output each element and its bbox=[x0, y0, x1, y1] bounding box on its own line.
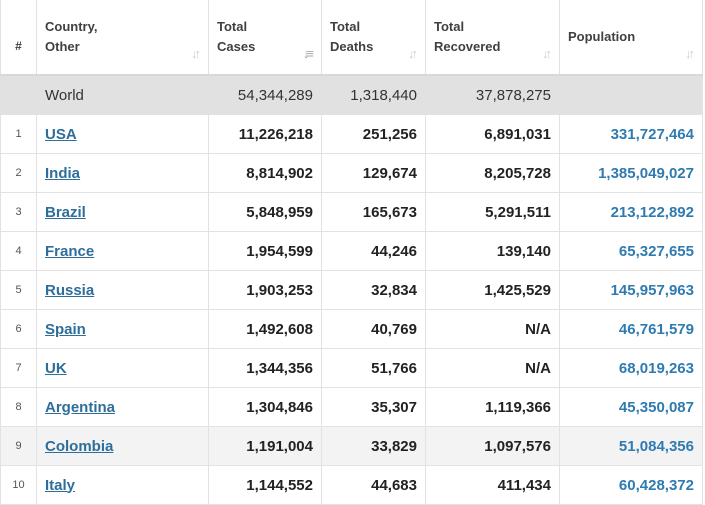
table-row: 1 USA 11,226,218 251,256 6,891,031 331,7… bbox=[0, 114, 703, 154]
sort-descending-icon[interactable]: ↓≡ bbox=[302, 46, 314, 61]
sort-icon[interactable]: ↓↑ bbox=[191, 46, 201, 61]
population-cell: 60,428,372 bbox=[559, 465, 703, 505]
total-deaths-cell: 44,246 bbox=[321, 231, 426, 271]
total-cases-cell: 1,144,552 bbox=[208, 465, 322, 505]
country-link[interactable]: Argentina bbox=[45, 398, 116, 416]
cases-header-label-2: Cases bbox=[217, 39, 256, 54]
country-link[interactable]: India bbox=[45, 164, 81, 182]
population-cell: 1,385,049,027 bbox=[559, 153, 703, 193]
rank-cell: 1 bbox=[0, 114, 37, 154]
population-cell: 46,761,579 bbox=[559, 309, 703, 349]
country-link[interactable]: UK bbox=[45, 359, 67, 377]
country-link[interactable]: France bbox=[45, 242, 95, 260]
country-link[interactable]: Russia bbox=[45, 281, 95, 299]
total-recovered-cell: 5,291,511 bbox=[425, 192, 560, 232]
country-column-header[interactable]: Country, Other ↓↑ bbox=[36, 0, 209, 76]
total-recovered-cell: 1,119,366 bbox=[425, 387, 560, 427]
cases-header-label-1: Total bbox=[217, 19, 248, 34]
total-recovered-cell: 411,434 bbox=[425, 465, 560, 505]
table-row: 2 India 8,814,902 129,674 8,205,728 1,38… bbox=[0, 153, 703, 193]
rank-cell bbox=[0, 75, 37, 115]
population-header-label: Population bbox=[568, 29, 636, 44]
table-row: 3 Brazil 5,848,959 165,673 5,291,511 213… bbox=[0, 192, 703, 232]
sort-icon[interactable]: ↓↑ bbox=[685, 46, 695, 61]
country-link[interactable]: Spain bbox=[45, 320, 86, 338]
total-cases-cell: 1,954,599 bbox=[208, 231, 322, 271]
deaths-header-label-2: Deaths bbox=[330, 39, 374, 54]
total-deaths-cell: 251,256 bbox=[321, 114, 426, 154]
table-row: 6 Spain 1,492,608 40,769 N/A 46,761,579 bbox=[0, 309, 703, 349]
country-link[interactable]: USA bbox=[45, 125, 77, 143]
population-cell: 51,084,356 bbox=[559, 426, 703, 466]
country-header-label-2: Other bbox=[45, 39, 80, 54]
rank-cell: 8 bbox=[0, 387, 37, 427]
recovered-header-label-2: Recovered bbox=[434, 39, 501, 54]
total-recovered-column-header[interactable]: Total Recovered ↓↑ bbox=[425, 0, 560, 76]
table-row: 5 Russia 1,903,253 32,834 1,425,529 145,… bbox=[0, 270, 703, 310]
population-column-header[interactable]: Population ↓↑ bbox=[559, 0, 703, 76]
country-header-label-1: Country, bbox=[45, 19, 98, 34]
total-deaths-cell: 35,307 bbox=[321, 387, 426, 427]
total-cases-column-header[interactable]: Total Cases ↓≡ bbox=[208, 0, 322, 76]
total-deaths-cell: 40,769 bbox=[321, 309, 426, 349]
table-row: 4 France 1,954,599 44,246 139,140 65,327… bbox=[0, 231, 703, 271]
total-cases-cell: 1,903,253 bbox=[208, 270, 322, 310]
table-row: 7 UK 1,344,356 51,766 N/A 68,019,263 bbox=[0, 348, 703, 388]
recovered-header-label-1: Total bbox=[434, 19, 465, 34]
table-row: 8 Argentina 1,304,846 35,307 1,119,366 4… bbox=[0, 387, 703, 427]
population-cell: 68,019,263 bbox=[559, 348, 703, 388]
total-recovered-cell: 1,097,576 bbox=[425, 426, 560, 466]
rank-cell: 5 bbox=[0, 270, 37, 310]
population-cell: 65,327,655 bbox=[559, 231, 703, 271]
sort-icon[interactable]: ↓↑ bbox=[408, 46, 418, 61]
total-deaths-cell: 165,673 bbox=[321, 192, 426, 232]
world-total-row: World 54,344,289 1,318,440 37,878,275 bbox=[0, 75, 703, 115]
table-header-row: # Country, Other ↓↑ Total Cases ↓≡ Total… bbox=[0, 0, 703, 76]
world-total-recovered: 37,878,275 bbox=[425, 75, 560, 115]
total-recovered-cell: 6,891,031 bbox=[425, 114, 560, 154]
rank-cell: 6 bbox=[0, 309, 37, 349]
rank-cell: 4 bbox=[0, 231, 37, 271]
sort-icon[interactable]: ↓↑ bbox=[542, 46, 552, 61]
world-population bbox=[559, 75, 703, 115]
world-label: World bbox=[36, 75, 209, 115]
country-link[interactable]: Italy bbox=[45, 476, 76, 494]
rank-cell: 10 bbox=[0, 465, 37, 505]
rank-cell: 2 bbox=[0, 153, 37, 193]
total-recovered-cell: 1,425,529 bbox=[425, 270, 560, 310]
rank-column-header[interactable]: # bbox=[0, 0, 37, 76]
total-cases-cell: 1,304,846 bbox=[208, 387, 322, 427]
total-recovered-cell: 8,205,728 bbox=[425, 153, 560, 193]
total-deaths-cell: 44,683 bbox=[321, 465, 426, 505]
total-recovered-cell: N/A bbox=[425, 348, 560, 388]
total-deaths-cell: 129,674 bbox=[321, 153, 426, 193]
total-cases-cell: 1,492,608 bbox=[208, 309, 322, 349]
total-deaths-column-header[interactable]: Total Deaths ↓↑ bbox=[321, 0, 426, 76]
total-deaths-cell: 33,829 bbox=[321, 426, 426, 466]
country-link[interactable]: Colombia bbox=[45, 437, 114, 455]
population-cell: 145,957,963 bbox=[559, 270, 703, 310]
table-row: 9 Colombia 1,191,004 33,829 1,097,576 51… bbox=[0, 426, 703, 466]
table-row: 10 Italy 1,144,552 44,683 411,434 60,428… bbox=[0, 465, 703, 505]
deaths-header-label-1: Total bbox=[330, 19, 361, 34]
world-total-cases: 54,344,289 bbox=[208, 75, 322, 115]
population-cell: 45,350,087 bbox=[559, 387, 703, 427]
total-cases-cell: 1,191,004 bbox=[208, 426, 322, 466]
total-cases-cell: 1,344,356 bbox=[208, 348, 322, 388]
population-cell: 213,122,892 bbox=[559, 192, 703, 232]
rank-cell: 7 bbox=[0, 348, 37, 388]
country-link[interactable]: Brazil bbox=[45, 203, 86, 221]
total-recovered-cell: N/A bbox=[425, 309, 560, 349]
rank-cell: 9 bbox=[0, 426, 37, 466]
population-cell: 331,727,464 bbox=[559, 114, 703, 154]
rank-cell: 3 bbox=[0, 192, 37, 232]
total-recovered-cell: 139,140 bbox=[425, 231, 560, 271]
world-total-deaths: 1,318,440 bbox=[321, 75, 426, 115]
total-deaths-cell: 51,766 bbox=[321, 348, 426, 388]
total-cases-cell: 11,226,218 bbox=[208, 114, 322, 154]
total-cases-cell: 5,848,959 bbox=[208, 192, 322, 232]
total-cases-cell: 8,814,902 bbox=[208, 153, 322, 193]
total-deaths-cell: 32,834 bbox=[321, 270, 426, 310]
